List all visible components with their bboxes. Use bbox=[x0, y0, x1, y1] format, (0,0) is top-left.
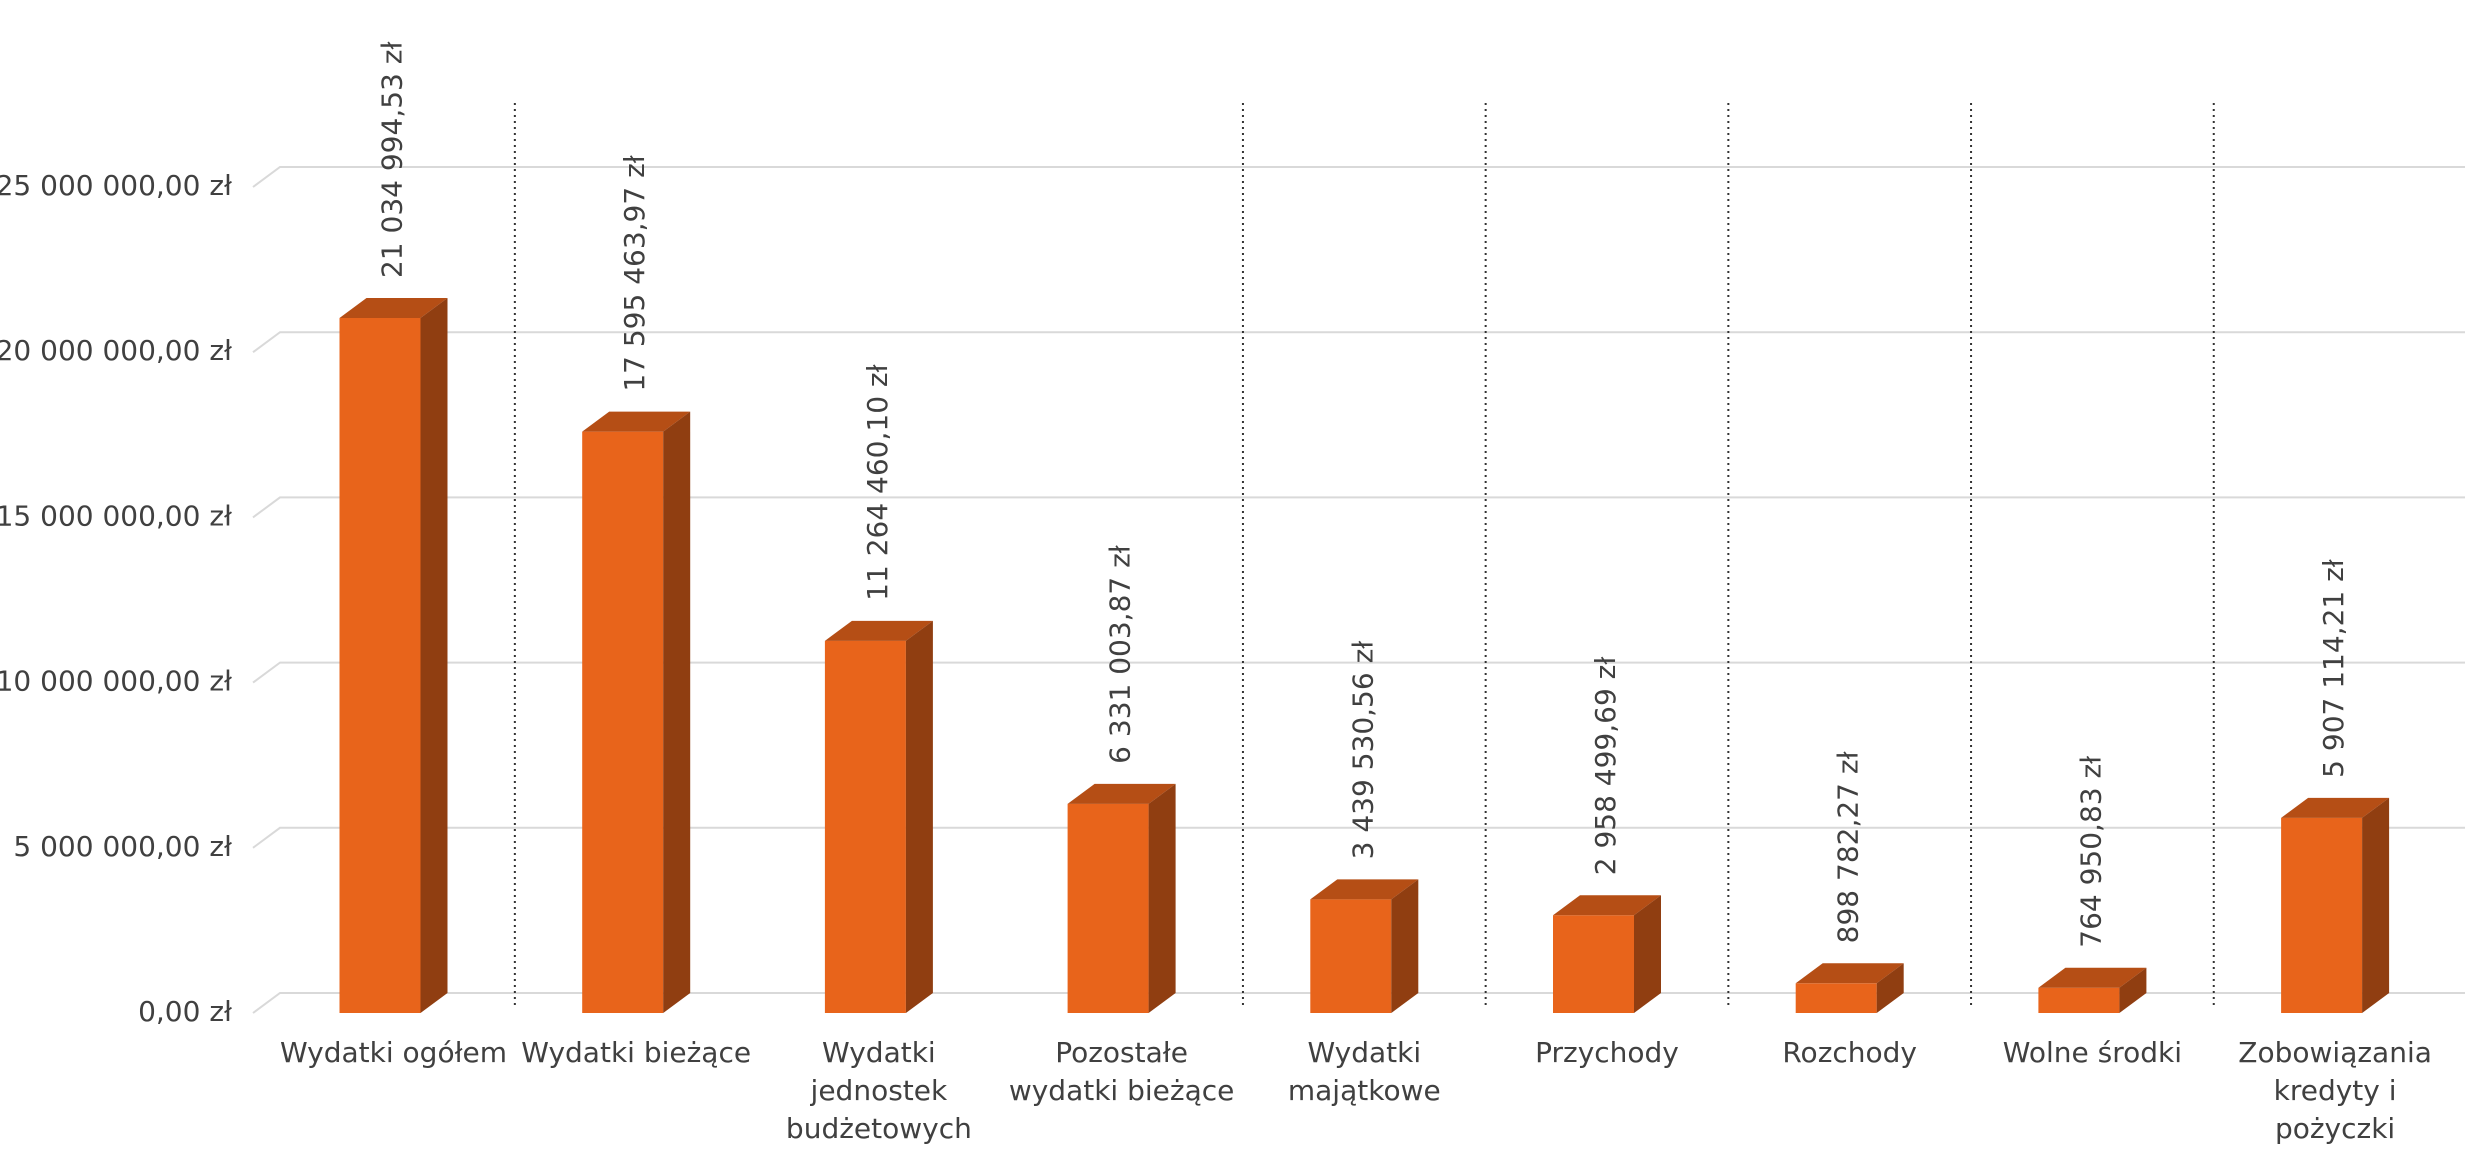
bar-front bbox=[339, 318, 421, 1013]
y-tick-label: 0,00 zł bbox=[138, 995, 232, 1028]
bar-side bbox=[2119, 967, 2147, 1013]
value-label: 17 595 463,97 zł bbox=[618, 155, 651, 391]
y-tick-label: 25 000 000,00 zł bbox=[0, 169, 232, 202]
value-label: 21 034 994,53 zł bbox=[376, 42, 409, 278]
x-tick-label: Wolne środki bbox=[2002, 1036, 2182, 1069]
bar-top bbox=[1067, 783, 1176, 804]
bar-top bbox=[2281, 797, 2390, 818]
bar-front bbox=[1067, 803, 1149, 1013]
value-label: 898 782,27 zł bbox=[1832, 751, 1865, 943]
value-label: 3 439 530,56 zł bbox=[1346, 641, 1379, 860]
bar-top bbox=[824, 620, 933, 641]
y-tick-label: 5 000 000,00 zł bbox=[13, 830, 232, 863]
grid-line bbox=[252, 826, 2465, 849]
bar-side bbox=[1634, 895, 1661, 1013]
bar-front bbox=[582, 431, 664, 1013]
bar-front bbox=[2038, 987, 2120, 1013]
x-tick-label: Wydatki ogółem bbox=[279, 1036, 508, 1069]
x-tick-label: Rozchody bbox=[1782, 1036, 1917, 1069]
y-tick-label: 10 000 000,00 zł bbox=[0, 665, 232, 698]
x-tick-label: Zobowiązania kredyty i pożyczki bbox=[2238, 1036, 2432, 1145]
grid-line bbox=[252, 661, 2465, 684]
bar-front bbox=[1795, 983, 1877, 1013]
bar-top bbox=[339, 298, 448, 319]
value-label: 5 907 114,21 zł bbox=[2317, 559, 2350, 778]
bar-side bbox=[2362, 797, 2390, 1013]
x-tick-label: Przychody bbox=[1535, 1036, 1679, 1069]
bar-side bbox=[905, 620, 933, 1013]
x-tick-label: Wydatki majątkowe bbox=[1287, 1036, 1441, 1107]
bar-side bbox=[1391, 879, 1419, 1013]
x-tick-label: Wydatki jednostek budżetowych bbox=[785, 1036, 972, 1145]
grid-line bbox=[252, 992, 2465, 1014]
grid-line bbox=[252, 496, 2465, 519]
value-label: 11 264 460,10 zł bbox=[861, 364, 894, 600]
y-tick-label: 20 000 000,00 zł bbox=[0, 334, 232, 367]
value-label: 6 331 003,87 zł bbox=[1104, 545, 1137, 764]
bar-top bbox=[1553, 895, 1661, 916]
bar-top bbox=[582, 411, 691, 432]
x-tick-label: Pozostałe wydatki bieżące bbox=[1008, 1036, 1235, 1107]
value-label: 2 958 499,69 zł bbox=[1589, 657, 1622, 876]
bar-front bbox=[2281, 817, 2363, 1013]
x-tick-label: Wydatki bieżące bbox=[521, 1036, 752, 1069]
grid-line bbox=[252, 331, 2465, 354]
grid-line bbox=[252, 166, 2465, 188]
bar-front bbox=[1553, 915, 1634, 1013]
value-label: 764 950,83 zł bbox=[2074, 756, 2107, 948]
bar-front bbox=[824, 640, 906, 1013]
bar-top bbox=[1310, 879, 1419, 900]
y-tick-label: 15 000 000,00 zł bbox=[0, 499, 232, 532]
bar-side bbox=[663, 411, 691, 1013]
bar-side bbox=[1876, 963, 1904, 1013]
bar-top bbox=[2038, 967, 2147, 988]
bar-top bbox=[1795, 963, 1904, 984]
bar-front bbox=[1310, 899, 1392, 1013]
bar-side bbox=[420, 298, 448, 1013]
bar-side bbox=[1148, 783, 1176, 1013]
